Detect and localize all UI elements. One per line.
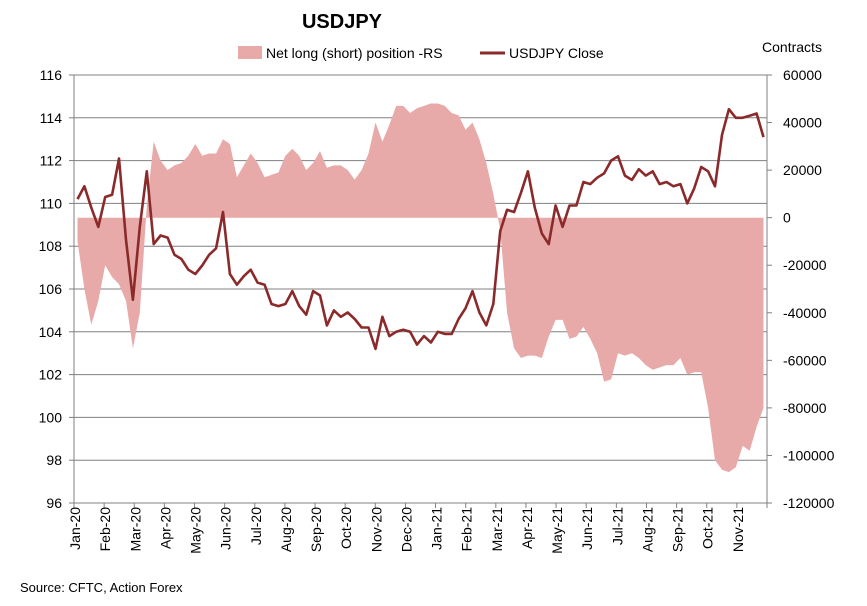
- x-tick-label: Apr-20: [157, 507, 173, 549]
- x-tick-label: Mar-20: [127, 507, 143, 552]
- legend: Net long (short) position -RS USDJPY Clo…: [238, 45, 604, 61]
- x-tick-label: Oct-21: [700, 507, 716, 549]
- x-tick-label: Dec-20: [398, 507, 414, 552]
- right-tick-label: -40000: [783, 305, 827, 321]
- right-tick-label: -120000: [783, 495, 835, 511]
- usdjpy-line: [76, 107, 765, 351]
- chart-title: USDJPY: [302, 11, 383, 33]
- source-note: Source: CFTC, Action Forex: [20, 580, 183, 595]
- left-tick-label: 112: [40, 153, 63, 169]
- axes: 96 98 100 102 104 106 108 110 112 114 116 -120000 -1…: [39, 67, 835, 554]
- x-tick-label: Jul-20: [248, 507, 264, 545]
- x-tick-label: Apr-21: [519, 507, 535, 549]
- left-tick-label: 96: [46, 495, 62, 511]
- left-tick-label: 110: [40, 195, 63, 211]
- left-tick-label: 100: [39, 409, 63, 425]
- right-tick-label: -100000: [783, 447, 835, 463]
- right-tick-label: -60000: [783, 352, 827, 368]
- x-tick-label: Sep-21: [670, 507, 686, 552]
- legend-swatch-net-position: [238, 46, 262, 59]
- left-tick-label: 108: [39, 238, 63, 254]
- legend-label-usdjpy-close: USDJPY Close: [509, 45, 604, 61]
- right-tick-label: 0: [783, 210, 791, 226]
- right-tick-label: 60000: [783, 67, 822, 83]
- left-tick-label: 114: [40, 110, 63, 126]
- x-tick-label: Jun-21: [579, 507, 595, 550]
- x-tick-label: Jul-21: [609, 507, 625, 545]
- legend-label-net-position: Net long (short) position -RS: [266, 45, 443, 61]
- left-tick-label: 116: [40, 67, 63, 83]
- right-tick-label: 20000: [783, 162, 822, 178]
- x-tick-label: Feb-20: [97, 507, 113, 552]
- net-position-area: [77, 103, 764, 473]
- right-axis-unit: Contracts: [762, 39, 822, 55]
- x-tick-label: Jan-21: [429, 507, 445, 550]
- usdjpy-close-line: [76, 107, 765, 351]
- x-tick-label: Feb-21: [459, 507, 475, 552]
- right-tick-label: -80000: [783, 400, 827, 416]
- x-tick-label: Jun-20: [218, 507, 234, 550]
- left-tick-label: 106: [39, 281, 63, 297]
- right-tick-label: -20000: [783, 257, 827, 273]
- left-tick-label: 102: [39, 367, 63, 383]
- x-tick-label: Sep-20: [308, 507, 324, 552]
- x-tick-label: Nov-20: [368, 507, 384, 552]
- x-tick-label: Jan-20: [67, 507, 83, 550]
- x-tick-label: Aug-20: [278, 507, 294, 552]
- x-tick-label: May-20: [188, 507, 204, 554]
- x-tick-label: May-21: [549, 507, 565, 554]
- x-tick-label: Oct-20: [338, 507, 354, 549]
- net-position-area-shape: [77, 103, 764, 473]
- x-tick-label: Nov-21: [730, 507, 746, 552]
- x-tick-label: Mar-21: [489, 507, 505, 552]
- x-tick-label: Aug-21: [639, 507, 655, 552]
- left-tick-label: 104: [39, 324, 63, 340]
- left-tick-label: 98: [46, 452, 62, 468]
- right-tick-label: 40000: [783, 115, 822, 131]
